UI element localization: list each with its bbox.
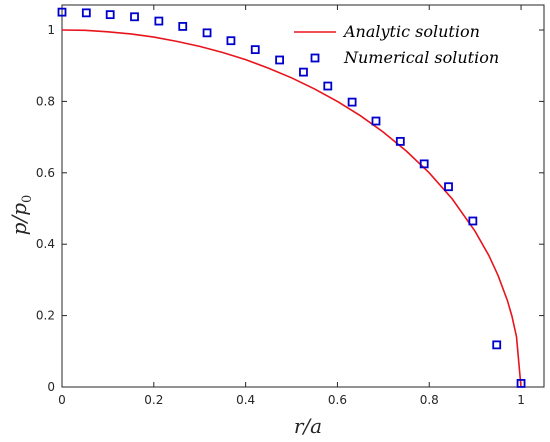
x-tick-label: 0.8 (420, 393, 439, 407)
legend: Analytic solution Numerical solution (294, 22, 499, 67)
series-line-analytic (61, 29, 522, 388)
scatter-point-numerical (57, 7, 67, 17)
x-tick-label: 0.4 (236, 393, 255, 407)
y-axis-label: p/p0 (7, 195, 35, 236)
scatter-point-numerical (299, 67, 308, 77)
y-tick-label: 0.2 (36, 309, 55, 323)
scatter-point-numerical (275, 55, 284, 65)
scatter-point-numerical (202, 28, 212, 38)
x-axis-label: r/a (294, 414, 322, 438)
scatter-point-numerical (154, 16, 164, 26)
y-axis-ticks: 0 0.2 0.4 0.6 0.8 1 (36, 23, 544, 394)
scatter-point-numerical (81, 8, 91, 18)
scatter-point-numerical (468, 216, 478, 226)
x-tick-label: 0.6 (328, 393, 347, 407)
y-tick-label: 1 (47, 23, 55, 37)
legend-marker-numerical (310, 53, 320, 63)
scatter-point-numerical (395, 136, 405, 146)
scatter-point-numerical (419, 159, 429, 169)
scatter-point-numerical (516, 379, 526, 388)
x-tick-label: 0.2 (144, 393, 163, 407)
scatter-point-numerical (178, 22, 188, 31)
scatter-point-numerical (105, 10, 115, 20)
x-tick-label: 0 (58, 393, 66, 407)
scatter-point-numerical (250, 45, 260, 55)
legend-label-analytic: Analytic solution (342, 22, 480, 41)
y-axis-label-subscript: 0 (20, 195, 35, 203)
series-layer (57, 7, 526, 388)
y-tick-label: 0.8 (36, 94, 55, 108)
x-tick-label: 1 (517, 393, 525, 407)
y-tick-label: 0 (47, 380, 55, 394)
scatter-point-numerical (347, 97, 357, 107)
y-tick-label: 0.6 (36, 166, 55, 180)
x-axis-ticks: 0 0.2 0.4 0.6 0.8 1 (58, 5, 525, 407)
scatter-point-numerical (226, 36, 236, 46)
scatter-point-numerical (130, 12, 139, 22)
scatter-point-numerical (323, 81, 333, 91)
y-axis-label-base: p/p (7, 203, 31, 236)
scatter-point-numerical (492, 340, 502, 350)
y-tick-label: 0.4 (36, 237, 55, 251)
scatter-point-numerical (444, 182, 453, 192)
legend-label-numerical: Numerical solution (343, 48, 499, 67)
scatter-point-numerical (371, 116, 381, 126)
